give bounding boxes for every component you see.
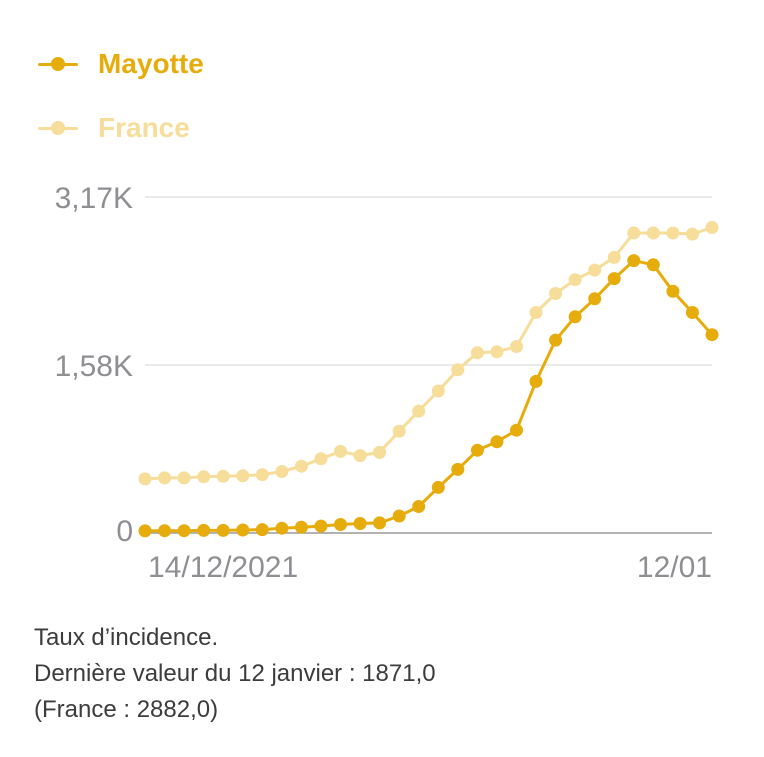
- caption-title: Taux d’incidence.: [34, 624, 219, 651]
- data-point-france[interactable]: [627, 226, 641, 240]
- data-point-france[interactable]: [294, 459, 308, 473]
- data-point-mayotte[interactable]: [607, 272, 621, 286]
- legend-marker-france: [38, 118, 78, 138]
- data-point-mayotte[interactable]: [236, 523, 250, 537]
- data-point-mayotte[interactable]: [470, 443, 484, 457]
- data-point-france[interactable]: [275, 465, 289, 478]
- data-point-france[interactable]: [529, 306, 543, 319]
- data-point-france[interactable]: [588, 263, 602, 277]
- caption: Taux d’incidence. Dernière valeur du 12 …: [34, 620, 436, 728]
- data-point-france[interactable]: [158, 471, 172, 485]
- data-point-mayotte[interactable]: [314, 519, 328, 533]
- data-point-france[interactable]: [236, 469, 250, 483]
- incidence-chart: 0 1,58K 3,17K 14/12/2021 12/01: [55, 182, 719, 584]
- data-point-france[interactable]: [646, 226, 660, 240]
- data-point-mayotte[interactable]: [431, 480, 445, 494]
- gridlines: [145, 196, 712, 534]
- x-tick-label: 14/12/2021: [148, 551, 298, 584]
- data-point-mayotte[interactable]: [255, 523, 269, 537]
- data-point-mayotte[interactable]: [216, 523, 230, 537]
- data-point-mayotte[interactable]: [177, 524, 191, 538]
- data-point-mayotte[interactable]: [510, 423, 523, 437]
- data-point-france[interactable]: [314, 452, 328, 466]
- x-tick-label: 12/01: [637, 551, 712, 584]
- y-tick-label: 3,17K: [55, 182, 133, 215]
- data-point-france[interactable]: [568, 273, 582, 287]
- data-point-mayotte[interactable]: [353, 517, 367, 530]
- data-point-mayotte[interactable]: [568, 310, 582, 324]
- data-point-mayotte[interactable]: [334, 518, 347, 531]
- data-point-france[interactable]: [666, 226, 680, 240]
- data-point-mayotte[interactable]: [451, 462, 465, 476]
- y-tick-label: 1,58K: [55, 350, 133, 383]
- data-point-france[interactable]: [705, 221, 719, 234]
- data-point-france[interactable]: [334, 444, 347, 458]
- data-point-mayotte[interactable]: [705, 328, 719, 342]
- caption-france-value: (France : 2882,0): [34, 696, 219, 723]
- data-point-france[interactable]: [451, 363, 465, 377]
- legend-marker-mayotte: [38, 54, 78, 74]
- data-point-mayotte[interactable]: [588, 292, 602, 306]
- y-tick-label: 0: [116, 515, 133, 548]
- data-point-france[interactable]: [353, 449, 367, 463]
- legend: Mayotte France: [38, 32, 204, 160]
- data-point-france[interactable]: [392, 424, 406, 438]
- data-point-france[interactable]: [216, 469, 230, 483]
- data-point-france[interactable]: [255, 468, 269, 482]
- legend-label-france: France: [98, 112, 190, 143]
- data-point-mayotte[interactable]: [392, 509, 406, 523]
- data-point-mayotte[interactable]: [549, 333, 563, 347]
- data-point-mayotte[interactable]: [646, 258, 660, 272]
- data-point-france[interactable]: [431, 384, 445, 398]
- data-point-mayotte[interactable]: [275, 521, 289, 535]
- data-point-mayotte[interactable]: [373, 516, 387, 530]
- legend-item-france[interactable]: France: [38, 96, 204, 160]
- data-point-france[interactable]: [607, 250, 621, 264]
- legend-label-mayotte: Mayotte: [98, 48, 204, 79]
- data-point-france[interactable]: [138, 472, 152, 486]
- x-axis-tick-labels: 14/12/2021 12/01: [148, 551, 712, 584]
- data-point-mayotte[interactable]: [412, 500, 426, 513]
- data-point-mayotte[interactable]: [627, 254, 641, 268]
- data-point-mayotte[interactable]: [529, 374, 543, 388]
- series-points: [138, 221, 719, 538]
- legend-item-mayotte[interactable]: Mayotte: [38, 32, 204, 96]
- data-point-mayotte[interactable]: [197, 523, 211, 537]
- data-point-france[interactable]: [510, 340, 523, 353]
- y-axis-tick-labels: 0 1,58K 3,17K: [55, 182, 133, 548]
- data-point-france[interactable]: [685, 227, 699, 241]
- data-point-france[interactable]: [177, 471, 191, 485]
- series-line-mayotte: [143, 259, 714, 533]
- data-point-mayotte[interactable]: [158, 524, 172, 538]
- data-point-france[interactable]: [470, 346, 484, 360]
- data-point-france[interactable]: [197, 470, 211, 484]
- data-point-mayotte[interactable]: [685, 306, 699, 319]
- caption-last-value: Dernière valeur du 12 janvier : 1871,0: [34, 660, 436, 687]
- data-point-france[interactable]: [373, 445, 387, 459]
- data-point-mayotte[interactable]: [490, 435, 504, 449]
- data-point-france[interactable]: [412, 404, 426, 418]
- data-point-france[interactable]: [490, 345, 504, 359]
- series-lines: [143, 226, 714, 533]
- data-point-mayotte[interactable]: [666, 284, 680, 298]
- data-point-mayotte[interactable]: [294, 520, 308, 534]
- data-point-france[interactable]: [549, 287, 563, 300]
- data-point-mayotte[interactable]: [138, 524, 152, 538]
